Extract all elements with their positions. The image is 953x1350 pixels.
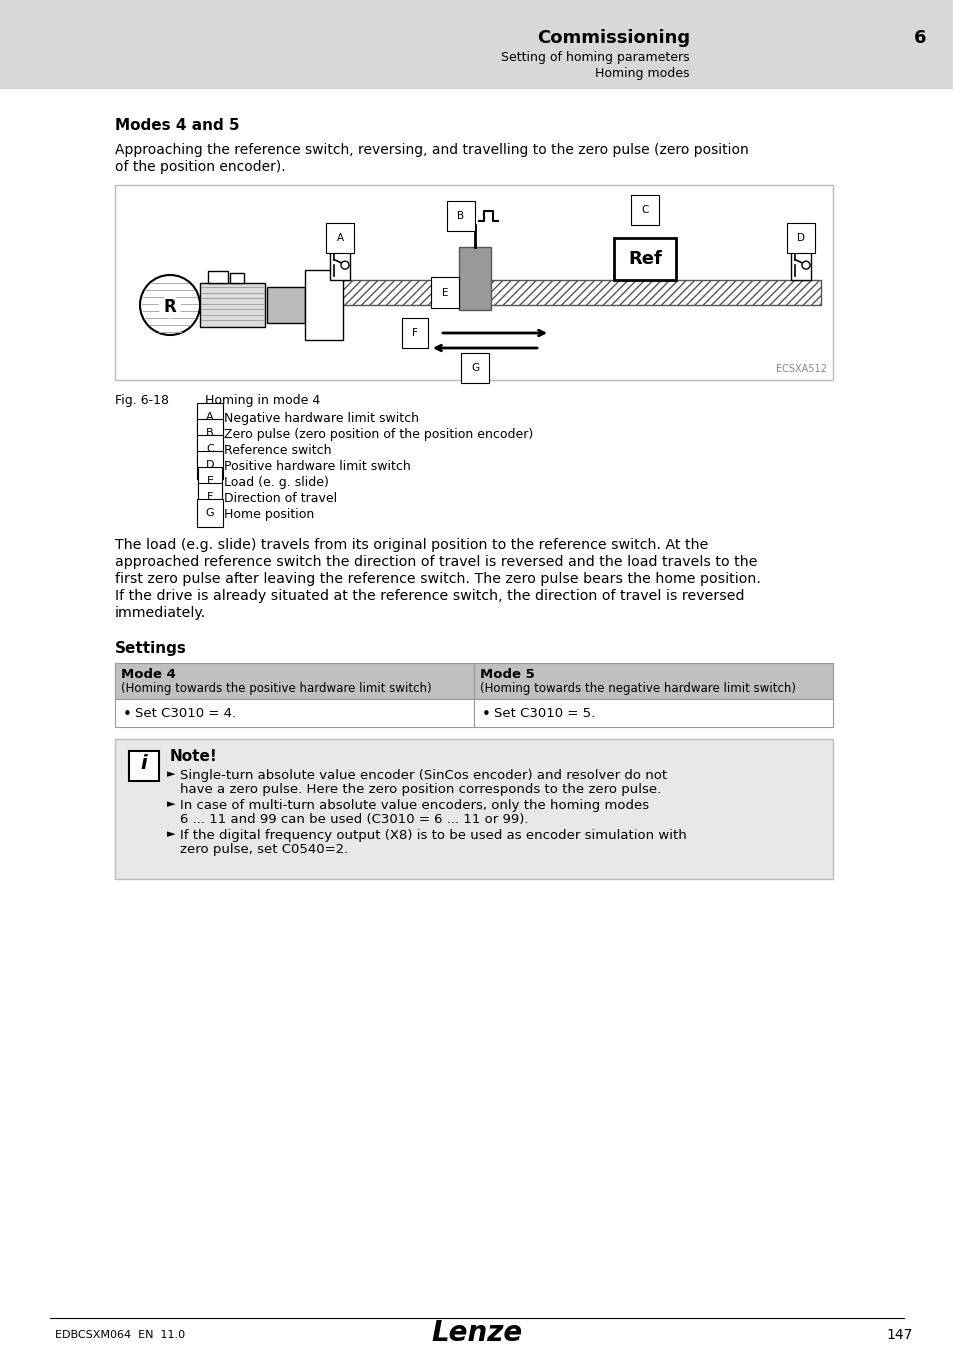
- Text: Note!: Note!: [170, 749, 217, 764]
- Text: (Homing towards the negative hardware limit switch): (Homing towards the negative hardware li…: [479, 682, 795, 695]
- Bar: [115, 663, 474, 699]
- Bar: [267, 288, 305, 323]
- Bar: [458, 247, 491, 310]
- Text: 147: 147: [886, 1328, 912, 1342]
- Text: •: •: [481, 707, 491, 722]
- Text: 6 ... 11 and 99 can be used (C3010 = 6 ... 11 or 99).: 6 ... 11 and 99 can be used (C3010 = 6 .…: [180, 813, 528, 826]
- Text: D: D: [796, 234, 804, 243]
- Text: B: B: [456, 211, 464, 221]
- Bar: [115, 699, 474, 728]
- Text: zero pulse, set C0540=2.: zero pulse, set C0540=2.: [180, 842, 348, 856]
- Text: E: E: [441, 288, 448, 297]
- Text: Reference switch: Reference switch: [224, 444, 331, 458]
- Text: (Homing towards the positive hardware limit switch): (Homing towards the positive hardware li…: [121, 682, 431, 695]
- Text: •: •: [123, 707, 132, 722]
- Text: In case of multi-turn absolute value encoders, only the homing modes: In case of multi-turn absolute value enc…: [180, 799, 648, 811]
- Circle shape: [801, 261, 809, 269]
- Text: Homing in mode 4: Homing in mode 4: [205, 394, 320, 406]
- Text: of the position encoder).: of the position encoder).: [115, 161, 285, 174]
- Text: Direction of travel: Direction of travel: [224, 491, 336, 505]
- Text: Modes 4 and 5: Modes 4 and 5: [115, 117, 239, 134]
- Bar: [115, 738, 832, 879]
- Text: Set C3010 = 4.: Set C3010 = 4.: [135, 707, 236, 720]
- Text: If the drive is already situated at the reference switch, the direction of trave: If the drive is already situated at the …: [115, 589, 743, 603]
- Text: Homing modes: Homing modes: [595, 66, 689, 80]
- Bar: [129, 751, 159, 782]
- Text: Setting of homing parameters: Setting of homing parameters: [501, 51, 689, 65]
- Text: ►: ►: [167, 829, 175, 838]
- Text: A: A: [336, 234, 343, 243]
- Bar: [208, 271, 228, 284]
- Text: D: D: [206, 460, 214, 470]
- Text: Negative hardware limit switch: Negative hardware limit switch: [224, 412, 418, 425]
- Text: approached reference switch the direction of travel is reversed and the load tra: approached reference switch the directio…: [115, 555, 757, 568]
- Text: Single-turn absolute value encoder (SinCos encoder) and resolver do not: Single-turn absolute value encoder (SinC…: [180, 769, 666, 782]
- Text: 6: 6: [913, 28, 925, 47]
- Text: Mode 4: Mode 4: [121, 668, 175, 680]
- Text: G: G: [206, 508, 214, 518]
- Text: Home position: Home position: [224, 508, 314, 521]
- Bar: [790, 247, 810, 279]
- Bar: [335, 279, 821, 305]
- Text: Zero pulse (zero position of the position encoder): Zero pulse (zero position of the positio…: [224, 428, 533, 441]
- Bar: [305, 270, 343, 340]
- Bar: [230, 273, 244, 284]
- Text: ►: ►: [167, 799, 175, 809]
- Text: i: i: [140, 755, 147, 774]
- Text: Fig. 6-18: Fig. 6-18: [115, 394, 169, 406]
- Text: If the digital frequency output (X8) is to be used as encoder simulation with: If the digital frequency output (X8) is …: [180, 829, 686, 842]
- Text: Set C3010 = 5.: Set C3010 = 5.: [494, 707, 595, 720]
- Text: EDBCSXM064  EN  11.0: EDBCSXM064 EN 11.0: [55, 1330, 185, 1341]
- Bar: [115, 185, 832, 379]
- Text: R: R: [164, 298, 176, 316]
- Bar: [200, 284, 265, 327]
- Text: ►: ►: [167, 769, 175, 779]
- Text: The load (e.g. slide) travels from its original position to the reference switch: The load (e.g. slide) travels from its o…: [115, 539, 708, 552]
- Bar: [614, 238, 676, 279]
- Text: F: F: [207, 491, 213, 502]
- Text: C: C: [640, 205, 648, 215]
- Bar: [474, 699, 832, 728]
- Text: Positive hardware limit switch: Positive hardware limit switch: [224, 460, 411, 472]
- Text: Mode 5: Mode 5: [479, 668, 535, 680]
- Text: B: B: [206, 428, 213, 437]
- Text: C: C: [206, 444, 213, 454]
- Bar: [474, 663, 832, 699]
- Text: Lenze: Lenze: [431, 1319, 522, 1347]
- Text: Load (e. g. slide): Load (e. g. slide): [224, 477, 329, 489]
- Text: F: F: [412, 328, 417, 338]
- Bar: [330, 247, 350, 279]
- Text: have a zero pulse. Here the zero position corresponds to the zero pulse.: have a zero pulse. Here the zero positio…: [180, 783, 660, 796]
- Text: G: G: [471, 363, 478, 373]
- Text: first zero pulse after leaving the reference switch. The zero pulse bears the ho: first zero pulse after leaving the refer…: [115, 572, 760, 586]
- Text: Commissioning: Commissioning: [537, 28, 689, 47]
- Circle shape: [140, 275, 200, 335]
- Bar: [0, 0, 953, 88]
- Text: E: E: [206, 477, 213, 486]
- Text: Approaching the reference switch, reversing, and travelling to the zero pulse (z: Approaching the reference switch, revers…: [115, 143, 748, 157]
- Text: Ref: Ref: [627, 250, 661, 269]
- Text: Settings: Settings: [115, 641, 187, 656]
- Circle shape: [340, 261, 349, 269]
- Text: A: A: [206, 412, 213, 423]
- Text: immediately.: immediately.: [115, 606, 206, 620]
- Text: ECSXA512: ECSXA512: [776, 364, 826, 374]
